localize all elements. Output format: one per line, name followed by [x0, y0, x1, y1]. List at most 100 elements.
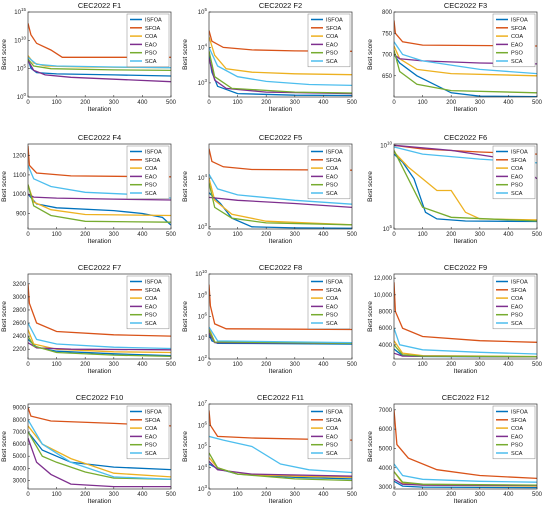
x-tick-label: 300 — [290, 232, 301, 238]
x-tick-label: 400 — [137, 100, 148, 106]
y-tick-label: 7000 — [379, 408, 393, 414]
legend-label-sca: SCA — [326, 191, 338, 197]
y-tick-label: 12,000 — [374, 276, 393, 282]
legend: ISFOA SFOA COA EAO PSO SCA — [126, 405, 170, 460]
plot-frame — [27, 273, 172, 360]
y-tick-label: 1010 — [14, 35, 26, 44]
legend-label-sfoa: SFOA — [511, 288, 526, 294]
legend-label-isfoa: ISFOA — [326, 150, 343, 156]
legend-label-coa: COA — [326, 296, 338, 302]
legend-box — [307, 145, 351, 200]
y-tick-label: 4000 — [13, 466, 27, 472]
y-tick-label: 105 — [198, 442, 208, 451]
chart-title: CEC2022 F6 — [444, 133, 487, 142]
x-tick-label: 400 — [318, 492, 329, 498]
x-axis-label: Iteration — [88, 368, 112, 375]
x-tick-label: 200 — [261, 100, 272, 106]
x-axis-label: Iteration — [454, 368, 478, 375]
legend-label-isfoa: ISFOA — [511, 410, 528, 416]
legend-box — [307, 275, 351, 330]
y-axis-label: Best score — [182, 171, 189, 202]
y-axis-label: Best score — [1, 171, 8, 202]
legend-label-pso: PSO — [511, 443, 523, 449]
legend-label-coa: COA — [511, 426, 523, 432]
plot-frame — [393, 403, 538, 490]
x-tick-label: 200 — [446, 362, 457, 368]
legend-label-isfoa: ISFOA — [145, 410, 162, 416]
legend: ISFOA SFOA COA EAO PSO SCA — [492, 405, 536, 460]
x-tick-label: 100 — [418, 232, 429, 238]
x-tick-label: 300 — [475, 232, 486, 238]
chart-panel-10: CEC2022 F10 0 100 200 300 400 500 3000 4000 5000 6… — [1, 393, 177, 505]
series-line-isfoa — [209, 192, 352, 229]
series-line-isfoa — [394, 54, 537, 97]
x-tick-label: 400 — [137, 362, 148, 368]
y-tick-label: 3000 — [13, 295, 27, 301]
y-tick-label: 104 — [198, 42, 208, 51]
x-tick-label: 500 — [166, 232, 177, 238]
x-tick-label: 100 — [52, 492, 63, 498]
x-tick-label: 100 — [418, 492, 429, 498]
y-axis-label: Best score — [1, 301, 8, 332]
y-axis-label: Best score — [367, 301, 374, 332]
x-tick-label: 400 — [503, 232, 514, 238]
legend-label-sfoa: SFOA — [511, 418, 526, 424]
legend-label-eao: EAO — [326, 174, 338, 180]
series-line-sfoa — [209, 30, 352, 52]
legend-label-eao: EAO — [326, 304, 338, 310]
series-line-sca — [28, 322, 171, 350]
legend-label-eao: EAO — [145, 434, 157, 440]
y-axis-label: Best score — [182, 39, 189, 70]
legend-label-sfoa: SFOA — [326, 26, 341, 32]
y-tick-label: 105 — [17, 64, 27, 73]
legend: ISFOA SFOA COA EAO PSO SCA — [492, 13, 536, 68]
x-tick-label: 100 — [418, 362, 429, 368]
legend-label-sca: SCA — [145, 321, 157, 327]
series-line-eao — [28, 193, 171, 201]
x-axis-label: Iteration — [269, 368, 293, 375]
x-tick-label: 100 — [418, 100, 429, 106]
legend-label-isfoa: ISFOA — [326, 280, 343, 286]
chart-title: CEC2022 F2 — [259, 1, 302, 10]
series-line-sfoa — [28, 23, 171, 58]
legend-label-pso: PSO — [511, 51, 523, 57]
legend-label-sca: SCA — [511, 191, 523, 197]
y-axis-label: Best score — [182, 431, 189, 462]
x-tick-label: 300 — [290, 100, 301, 106]
chart-panel-6: CEC2022 F6 0 100 200 300 400 500 105 1010 Iterati… — [367, 133, 543, 245]
series-line-pso — [394, 150, 537, 222]
y-tick-label: 5000 — [13, 454, 27, 460]
x-tick-label: 0 — [26, 100, 30, 106]
legend: ISFOA SFOA COA EAO PSO SCA — [126, 275, 170, 330]
legend-label-eao: EAO — [145, 42, 157, 48]
plot-frame — [208, 143, 353, 230]
series-line-pso — [28, 58, 171, 72]
y-tick-label: 3000 — [379, 485, 393, 491]
legend-label-pso: PSO — [326, 313, 338, 319]
legend-box — [307, 405, 351, 460]
x-tick-label: 500 — [166, 362, 177, 368]
series-line-sca — [394, 463, 537, 483]
y-tick-label: 108 — [198, 290, 208, 299]
y-tick-label: 1015 — [14, 7, 26, 16]
y-tick-label: 5000 — [379, 446, 393, 452]
plot-frame — [208, 11, 353, 98]
legend-label-sca: SCA — [511, 451, 523, 457]
x-tick-label: 100 — [52, 232, 63, 238]
x-tick-label: 200 — [80, 232, 91, 238]
legend-label-coa: COA — [326, 426, 338, 432]
plot-frame — [27, 143, 172, 230]
x-tick-label: 500 — [532, 100, 543, 106]
series-line-coa — [394, 45, 537, 77]
legend-label-coa: COA — [511, 296, 523, 302]
legend-label-isfoa: ISFOA — [511, 280, 528, 286]
y-tick-label: 103 — [198, 222, 208, 231]
y-tick-label: 105 — [198, 7, 208, 16]
chart-panel-9: CEC2022 F9 0 100 200 300 400 500 4000 6000 8000 10… — [367, 263, 543, 375]
x-tick-label: 0 — [26, 232, 30, 238]
legend: ISFOA SFOA COA EAO PSO SCA — [307, 275, 351, 330]
series-line-sfoa — [394, 409, 537, 480]
x-tick-label: 200 — [80, 492, 91, 498]
series-line-pso — [28, 184, 171, 223]
